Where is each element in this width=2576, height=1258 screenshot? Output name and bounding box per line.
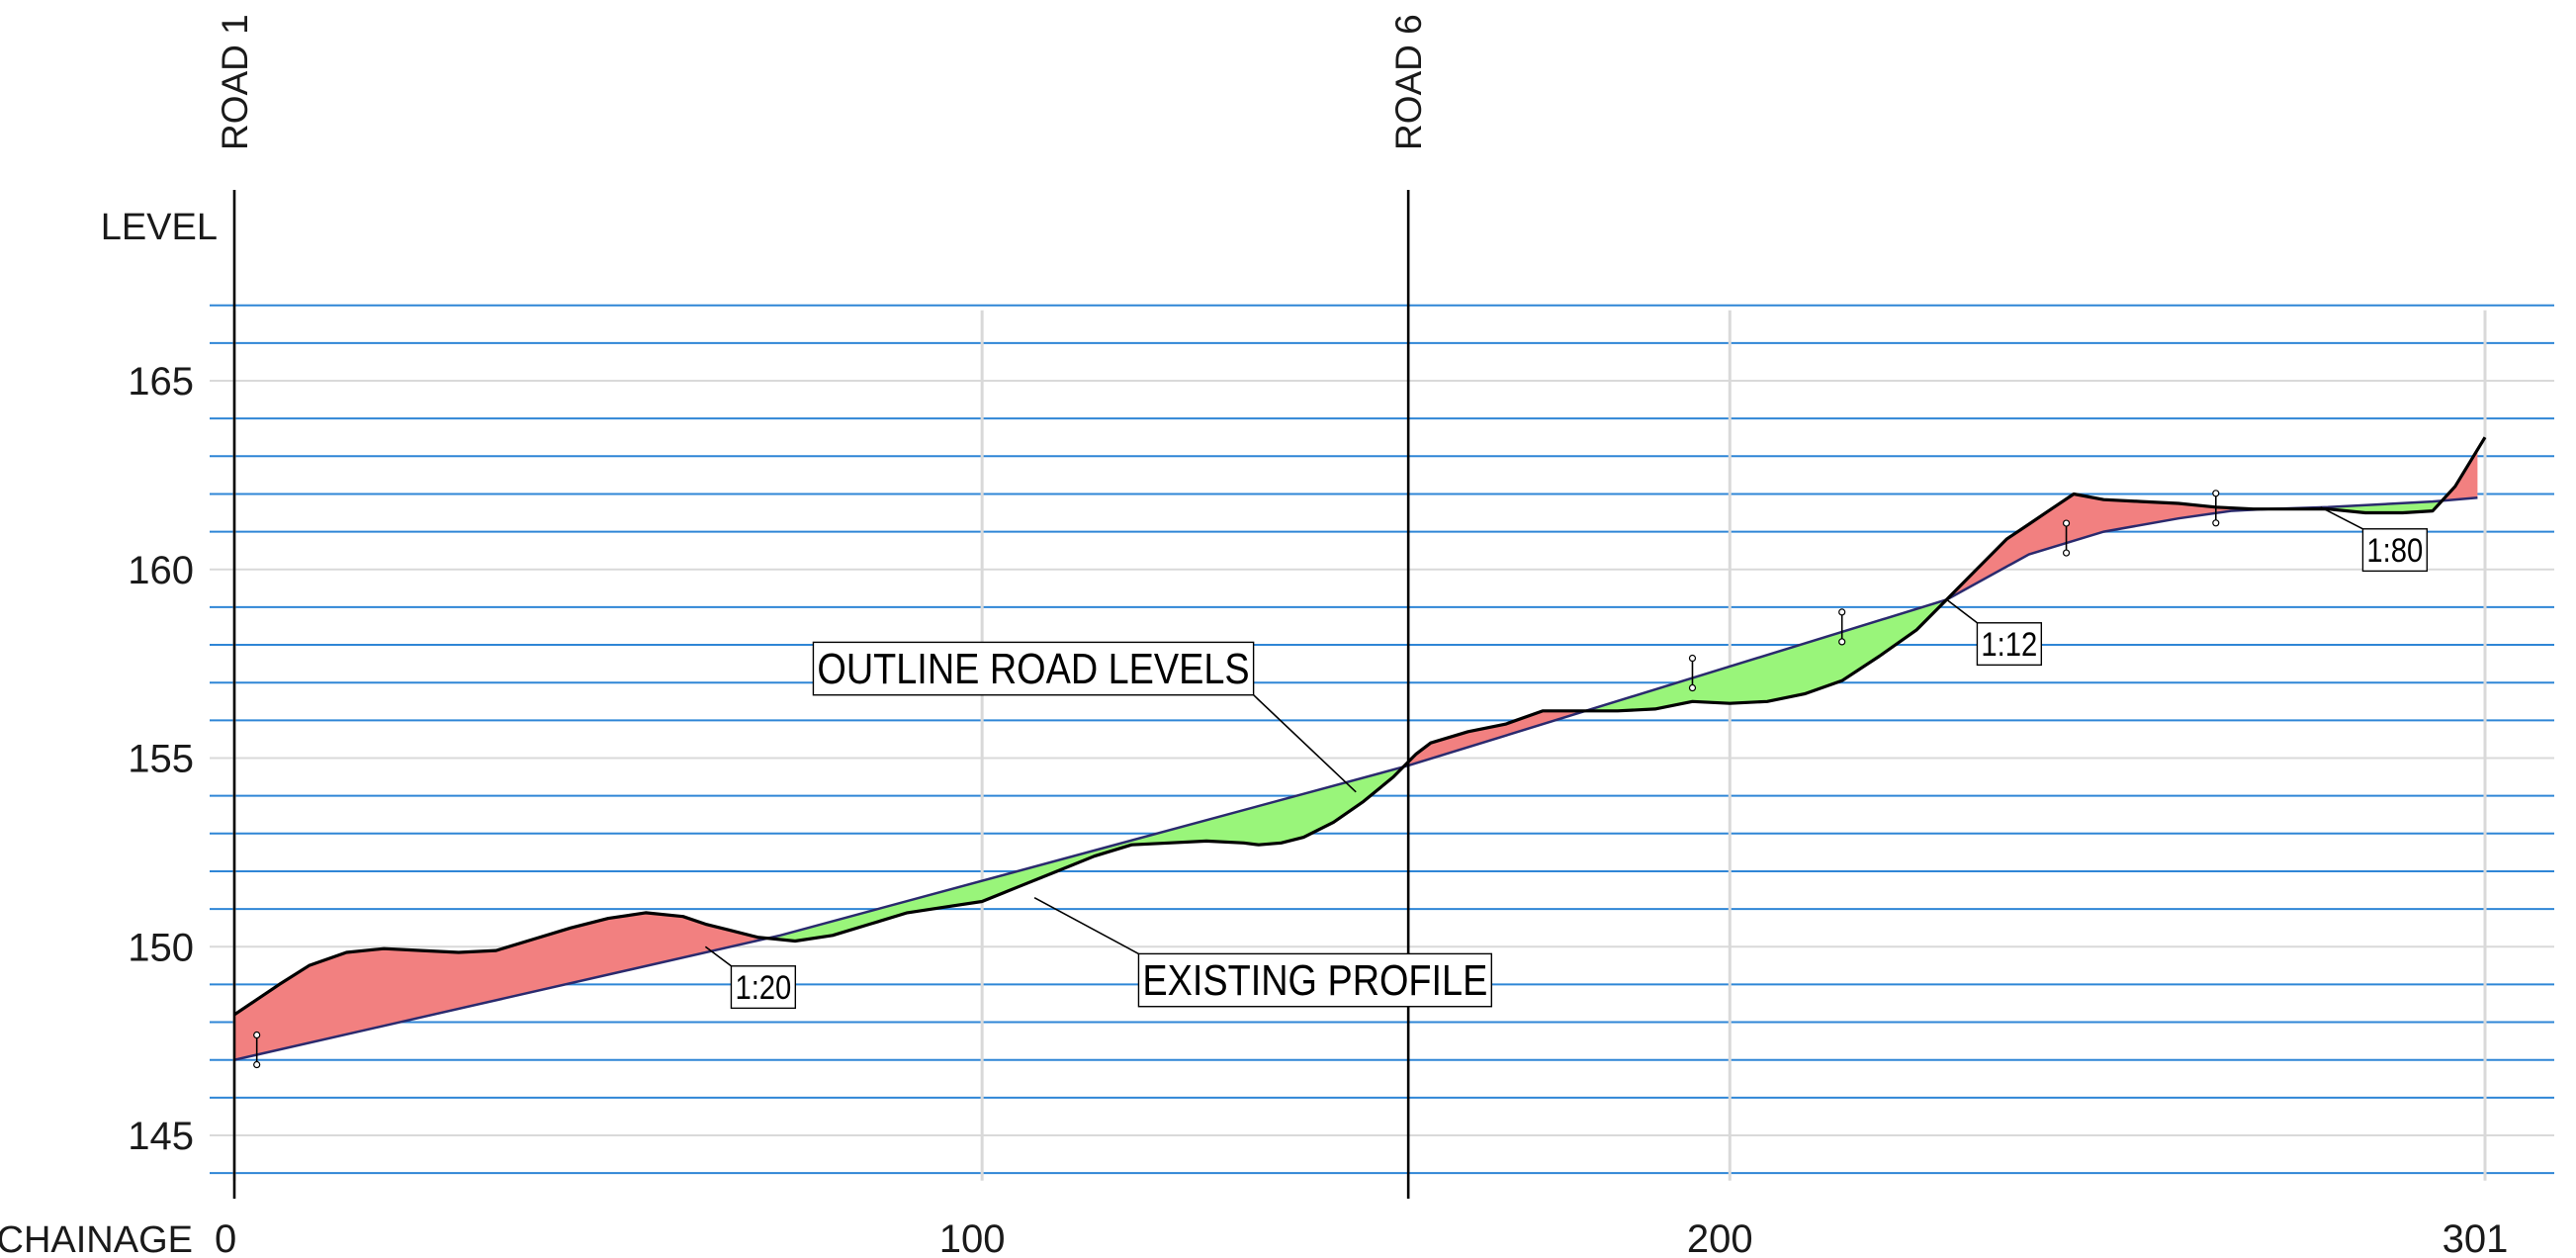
level-marker-top <box>253 1031 261 1039</box>
x-tick-label: 200 <box>1687 1217 1753 1258</box>
callout-label: 1:12 <box>1981 625 2037 664</box>
cut-area <box>234 912 769 1060</box>
callouts: OUTLINE ROAD LEVELS EXISTING PROFILE 1:20 1… <box>704 506 2429 1010</box>
callout-label: 1:80 <box>2366 531 2423 570</box>
callout-leader <box>1253 694 1357 793</box>
callout-leader <box>1033 896 1139 955</box>
callout-box <box>1976 622 2043 667</box>
level-marker-top <box>1688 654 1697 663</box>
level-marker-bottom <box>253 1060 261 1069</box>
callout: OUTLINE ROAD LEVELS <box>812 641 1357 793</box>
y-tick-label: 145 <box>128 1115 194 1158</box>
callout-label: EXISTING PROFILE <box>1142 955 1487 1004</box>
gridlines <box>210 304 2554 1181</box>
axes: ROAD 1 ROAD 6 145 150 155 160 165 0 100 200 301 <box>128 14 2508 1258</box>
callout: EXISTING PROFILE <box>1033 896 1493 1008</box>
level-marker <box>253 1031 261 1069</box>
x-tick-label: 100 <box>939 1217 1006 1258</box>
existing-profile-line <box>233 436 2487 1017</box>
level-marker-bottom <box>1838 638 1846 646</box>
callout: 1:20 <box>704 945 797 1010</box>
callout-box <box>1137 952 1493 1008</box>
x-axis-title: CHAINAGE <box>0 1219 193 1258</box>
y-tick-label: 150 <box>128 926 194 969</box>
callout-leader <box>704 945 732 967</box>
level-marker-bottom <box>2212 519 2220 527</box>
callout-box <box>2361 528 2429 573</box>
level-marker <box>2212 490 2220 527</box>
y-tick-label: 155 <box>128 738 194 781</box>
profile-lines <box>233 436 2487 1061</box>
level-marker-bottom <box>1688 683 1697 692</box>
callout-box <box>812 641 1255 696</box>
callout-leader <box>2320 506 2363 530</box>
x-tick-label: 0 <box>215 1217 236 1258</box>
y-axis-title: LEVEL <box>101 207 218 248</box>
callout-box <box>730 965 797 1010</box>
level-marker <box>2062 519 2071 557</box>
cut-area <box>2442 449 2478 501</box>
callout: 1:12 <box>1946 598 2043 667</box>
level-marker-top <box>2062 519 2071 527</box>
y-tick-label: 165 <box>128 360 194 404</box>
y-tick-label: 160 <box>128 549 194 592</box>
level-marker <box>1688 654 1697 692</box>
level-marker-top <box>2212 490 2220 497</box>
level-marker-bottom <box>2062 549 2071 557</box>
outline-road-levels-line <box>233 496 2478 1061</box>
x-tick-label: 301 <box>2443 1217 2509 1258</box>
road-label: ROAD 6 <box>1388 14 1429 150</box>
road-label: ROAD 1 <box>215 14 255 150</box>
callout-leader <box>1946 598 1978 624</box>
cut-area <box>1944 494 2270 602</box>
callout: 1:80 <box>2320 506 2429 573</box>
level-marker-top <box>1838 608 1846 616</box>
level-marker <box>1838 608 1846 646</box>
callout-label: OUTLINE ROAD LEVELS <box>817 644 1249 692</box>
callout-label: 1:20 <box>735 968 791 1007</box>
slope-change-markers <box>253 490 2220 1069</box>
